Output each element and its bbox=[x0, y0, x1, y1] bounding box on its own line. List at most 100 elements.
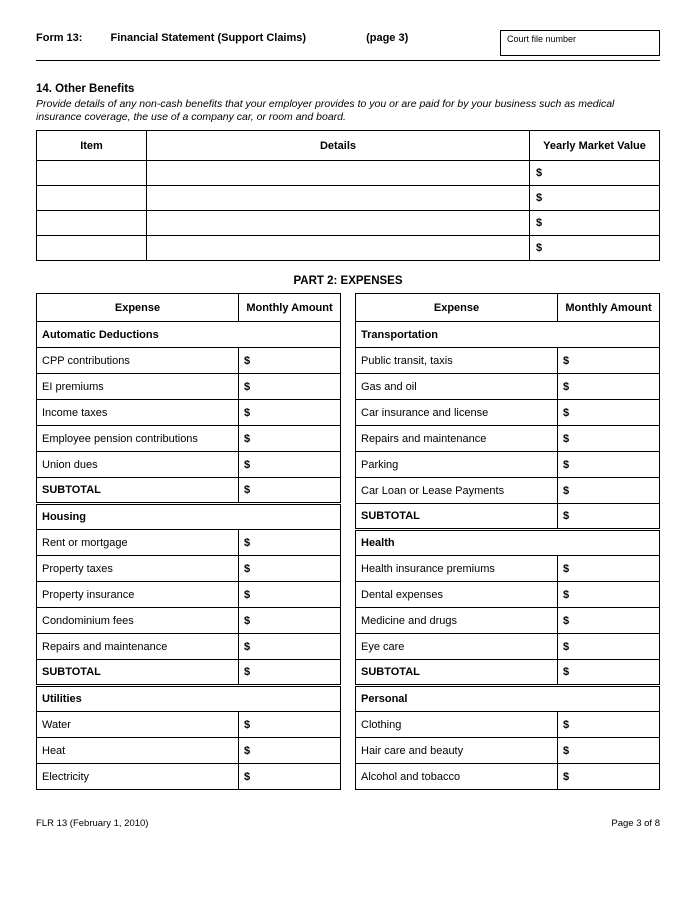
category-head: Transportation bbox=[356, 322, 660, 348]
item-cell[interactable] bbox=[37, 186, 147, 211]
currency-symbol: $ bbox=[563, 719, 569, 731]
court-file-number-box[interactable]: Court file number bbox=[500, 30, 660, 56]
currency-symbol: $ bbox=[244, 641, 250, 653]
expense-row: Alcohol and tobacco$ bbox=[356, 764, 660, 790]
amount-cell[interactable]: $ bbox=[239, 634, 341, 660]
expense-label: Water bbox=[37, 712, 239, 738]
expenses-table-left: Expense Monthly Amount Automatic Deducti… bbox=[36, 293, 341, 790]
amount-cell[interactable]: $ bbox=[558, 712, 660, 738]
expense-label: Heat bbox=[37, 738, 239, 764]
subtotal-amount[interactable]: $ bbox=[558, 504, 660, 530]
benefits-table: Item Details Yearly Market Value $$$$ bbox=[36, 130, 660, 261]
expenses-table-right: Expense Monthly Amount TransportationPub… bbox=[355, 293, 660, 790]
amount-cell[interactable]: $ bbox=[239, 556, 341, 582]
item-cell[interactable] bbox=[37, 236, 147, 261]
category-head: Housing bbox=[37, 504, 341, 530]
currency-symbol: $ bbox=[244, 615, 250, 627]
currency-symbol: $ bbox=[536, 167, 542, 179]
subtotal-label: SUBTOTAL bbox=[356, 660, 558, 686]
amount-cell[interactable]: $ bbox=[239, 452, 341, 478]
amount-cell[interactable]: $ bbox=[558, 478, 660, 504]
currency-symbol: $ bbox=[563, 459, 569, 471]
amount-cell[interactable]: $ bbox=[558, 556, 660, 582]
value-cell[interactable]: $ bbox=[530, 236, 660, 261]
expense-label: Property taxes bbox=[37, 556, 239, 582]
subtotal-row: SUBTOTAL$ bbox=[356, 660, 660, 686]
expense-row: Repairs and maintenance$ bbox=[356, 426, 660, 452]
expenses-right-body: TransportationPublic transit, taxis$Gas … bbox=[356, 322, 660, 790]
col-details: Details bbox=[147, 131, 530, 161]
subtotal-label: SUBTOTAL bbox=[37, 660, 239, 686]
amount-cell[interactable]: $ bbox=[239, 712, 341, 738]
category-head: Personal bbox=[356, 686, 660, 712]
benefits-row: $ bbox=[37, 161, 660, 186]
value-cell[interactable]: $ bbox=[530, 211, 660, 236]
currency-symbol: $ bbox=[563, 407, 569, 419]
expense-label: Public transit, taxis bbox=[356, 348, 558, 374]
expenses-left-body: Automatic DeductionsCPP contributions$EI… bbox=[37, 322, 341, 790]
amount-cell[interactable]: $ bbox=[558, 452, 660, 478]
item-cell[interactable] bbox=[37, 161, 147, 186]
amount-cell[interactable]: $ bbox=[558, 634, 660, 660]
expense-row: Heat $ bbox=[37, 738, 341, 764]
value-cell[interactable]: $ bbox=[530, 161, 660, 186]
amount-cell[interactable]: $ bbox=[239, 530, 341, 556]
amount-cell[interactable]: $ bbox=[558, 582, 660, 608]
expense-row: Car insurance and license$ bbox=[356, 400, 660, 426]
expense-row: CPP contributions$ bbox=[37, 348, 341, 374]
section-14-description: Provide details of any non-cash benefits… bbox=[36, 98, 660, 124]
amount-cell[interactable]: $ bbox=[558, 374, 660, 400]
amount-cell[interactable]: $ bbox=[558, 348, 660, 374]
value-cell[interactable]: $ bbox=[530, 186, 660, 211]
amount-cell[interactable]: $ bbox=[239, 764, 341, 790]
currency-symbol: $ bbox=[563, 355, 569, 367]
currency-symbol: $ bbox=[244, 745, 250, 757]
details-cell[interactable] bbox=[147, 211, 530, 236]
benefits-row: $ bbox=[37, 211, 660, 236]
expense-row: EI premiums$ bbox=[37, 374, 341, 400]
benefits-body: $$$$ bbox=[37, 161, 660, 261]
amount-cell[interactable]: $ bbox=[239, 374, 341, 400]
currency-symbol: $ bbox=[563, 641, 569, 653]
amount-cell[interactable]: $ bbox=[558, 426, 660, 452]
expense-row: Hair care and beauty$ bbox=[356, 738, 660, 764]
currency-symbol: $ bbox=[244, 381, 250, 393]
subtotal-amount[interactable]: $ bbox=[239, 478, 341, 504]
currency-symbol: $ bbox=[244, 407, 250, 419]
details-cell[interactable] bbox=[147, 236, 530, 261]
subtotal-row: SUBTOTAL$ bbox=[356, 504, 660, 530]
expense-label: Eye care bbox=[356, 634, 558, 660]
expense-label: Health insurance premiums bbox=[356, 556, 558, 582]
expenses-wrap: Expense Monthly Amount Automatic Deducti… bbox=[36, 293, 660, 790]
currency-symbol: $ bbox=[563, 433, 569, 445]
currency-symbol: $ bbox=[563, 485, 569, 497]
expense-row: Water$ bbox=[37, 712, 341, 738]
page-label: (page 3) bbox=[366, 30, 408, 44]
details-cell[interactable] bbox=[147, 161, 530, 186]
header-rule bbox=[36, 60, 660, 61]
expense-label: Condominium fees bbox=[37, 608, 239, 634]
expense-label: Alcohol and tobacco bbox=[356, 764, 558, 790]
currency-symbol: $ bbox=[563, 589, 569, 601]
subtotal-amount[interactable]: $ bbox=[239, 660, 341, 686]
details-cell[interactable] bbox=[147, 186, 530, 211]
subtotal-amount[interactable]: $ bbox=[558, 660, 660, 686]
amount-cell[interactable]: $ bbox=[558, 738, 660, 764]
expense-row: Property taxes$ bbox=[37, 556, 341, 582]
expense-label: Hair care and beauty bbox=[356, 738, 558, 764]
currency-symbol: $ bbox=[536, 192, 542, 204]
amount-cell[interactable]: $ bbox=[558, 400, 660, 426]
amount-cell[interactable]: $ bbox=[558, 764, 660, 790]
amount-cell[interactable]: $ bbox=[239, 582, 341, 608]
page-header: Form 13: Financial Statement (Support Cl… bbox=[36, 30, 660, 56]
amount-cell[interactable]: $ bbox=[239, 348, 341, 374]
amount-cell[interactable]: $ bbox=[239, 426, 341, 452]
item-cell[interactable] bbox=[37, 211, 147, 236]
section-14-heading: 14. Other Benefits bbox=[36, 83, 660, 95]
part2-title: PART 2: EXPENSES bbox=[36, 275, 660, 287]
amount-cell[interactable]: $ bbox=[239, 608, 341, 634]
amount-cell[interactable]: $ bbox=[239, 738, 341, 764]
amount-cell[interactable]: $ bbox=[239, 400, 341, 426]
expense-label: Employee pension contributions bbox=[37, 426, 239, 452]
amount-cell[interactable]: $ bbox=[558, 608, 660, 634]
